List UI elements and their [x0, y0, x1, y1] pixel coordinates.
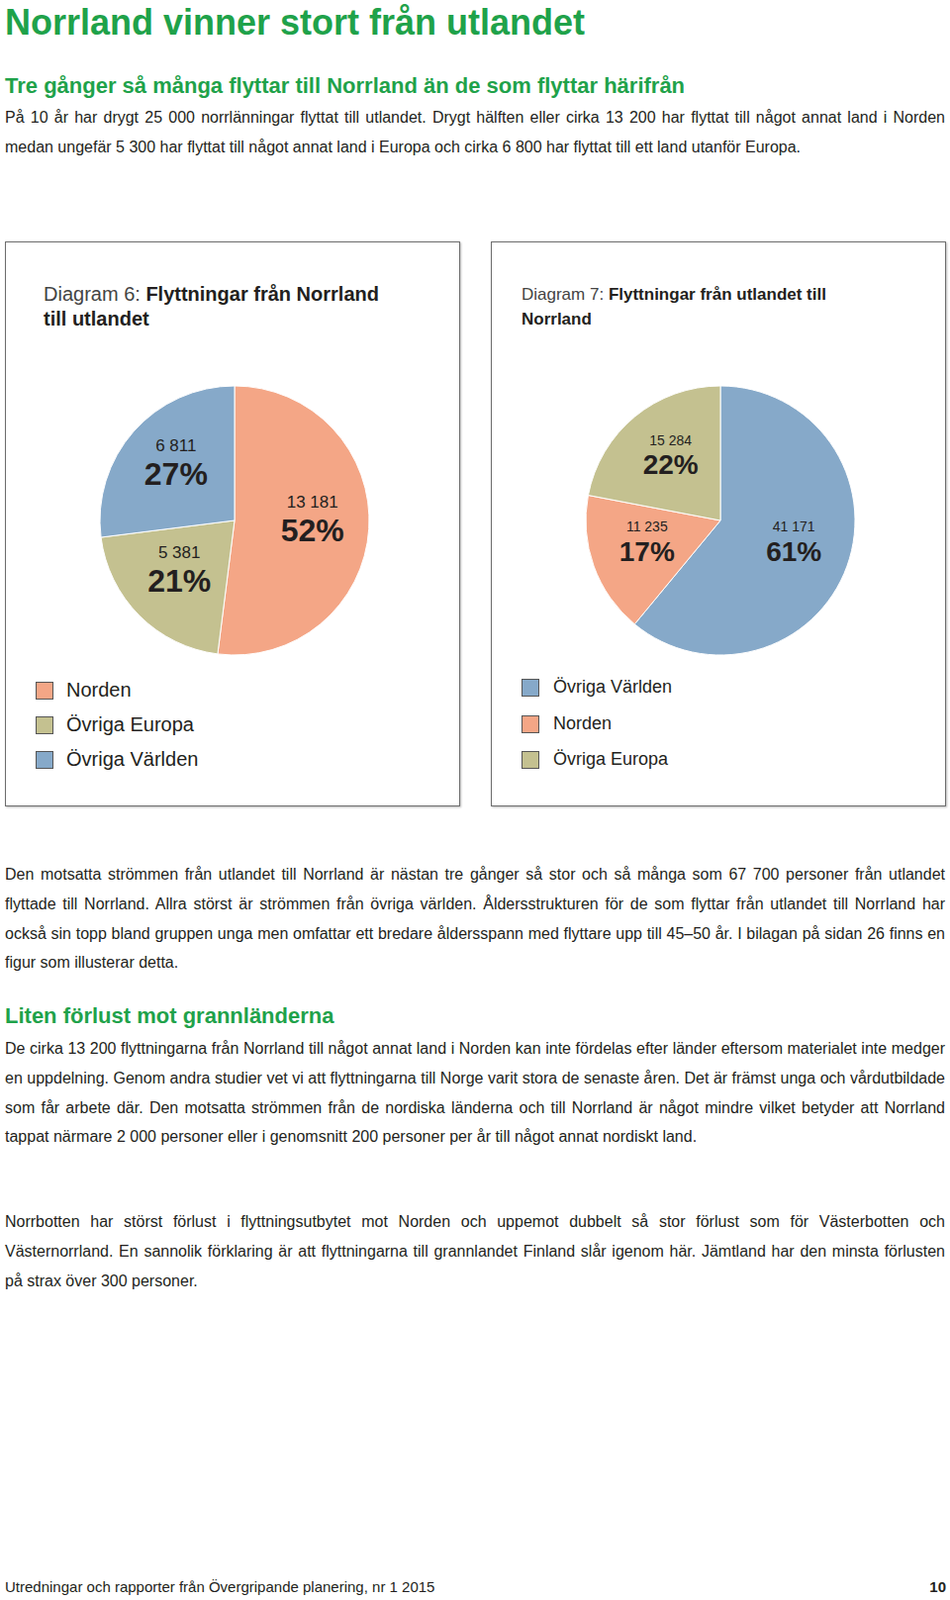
legend-label: Övriga Världen — [553, 676, 672, 698]
page-title: Norrland vinner stort från utlandet — [4, 1, 585, 44]
count-label: 6 811 — [155, 436, 196, 456]
page-number: 10 — [929, 1578, 947, 1596]
paragraph: På 10 år har drygt 25 000 norrlänningar … — [4, 102, 946, 163]
chart-box: Diagram 7: Flyttningar från utlandet til… — [490, 241, 947, 807]
legend-swatch — [35, 681, 54, 700]
section-heading: Tre gånger så många flyttar till Norrlan… — [4, 73, 685, 99]
percent-label: 61% — [765, 536, 822, 568]
chart-label: Diagram 6: — [43, 283, 141, 305]
count-label: 41 171 — [772, 518, 816, 535]
legend-swatch — [35, 751, 54, 769]
pie-slice — [634, 385, 855, 656]
legend-label: Övriga Världen — [66, 748, 198, 771]
footer-text: Utredningar och rapporter från Övergripa… — [4, 1578, 435, 1596]
count-label: 5 381 — [158, 543, 201, 563]
chart-box: Diagram 6: Flyttningar från Norrland til… — [4, 241, 461, 807]
percent-label: 27% — [144, 456, 208, 492]
legend-swatch — [521, 715, 540, 734]
chart-title: Diagram 6: Flyttningar från Norrland til… — [43, 282, 390, 332]
pie — [585, 385, 855, 656]
legend-label: Övriga Europa — [66, 713, 194, 737]
pie-slice — [217, 385, 370, 656]
legend-swatch — [35, 716, 54, 735]
legend-swatch — [521, 751, 540, 769]
count-label: 13 181 — [286, 492, 339, 512]
percent-label: 52% — [281, 512, 345, 549]
pie-slice — [587, 385, 721, 521]
pie-slice — [100, 520, 235, 655]
legend-swatch — [521, 678, 540, 697]
count-label: 11 235 — [626, 518, 668, 535]
percent-label: 22% — [643, 449, 699, 480]
paragraph: De cirka 13 200 flyttningarna från Norrl… — [4, 1034, 946, 1152]
paragraph: Den motsatta strömmen från utlandet till… — [4, 859, 946, 978]
legend-label: Övriga Europa — [553, 749, 668, 770]
count-label: 15 284 — [649, 432, 692, 449]
legend-label: Norden — [66, 678, 132, 702]
pie-slice — [99, 385, 235, 538]
page: Norrland vinner stort från utlandet Tre g… — [0, 0, 950, 1600]
chart-label: Diagram 7: — [521, 285, 604, 304]
pie-slice — [585, 495, 721, 625]
paragraph: Norrbotten har störst förlust i flyttnin… — [4, 1207, 946, 1296]
pie — [99, 385, 370, 656]
percent-label: 17% — [619, 536, 675, 568]
chart-title: Diagram 7: Flyttningar från utlandet til… — [521, 282, 863, 332]
percent-label: 21% — [147, 563, 211, 599]
section-heading: Liten förlust mot grannländerna — [4, 1003, 334, 1030]
legend-label: Norden — [553, 713, 612, 735]
